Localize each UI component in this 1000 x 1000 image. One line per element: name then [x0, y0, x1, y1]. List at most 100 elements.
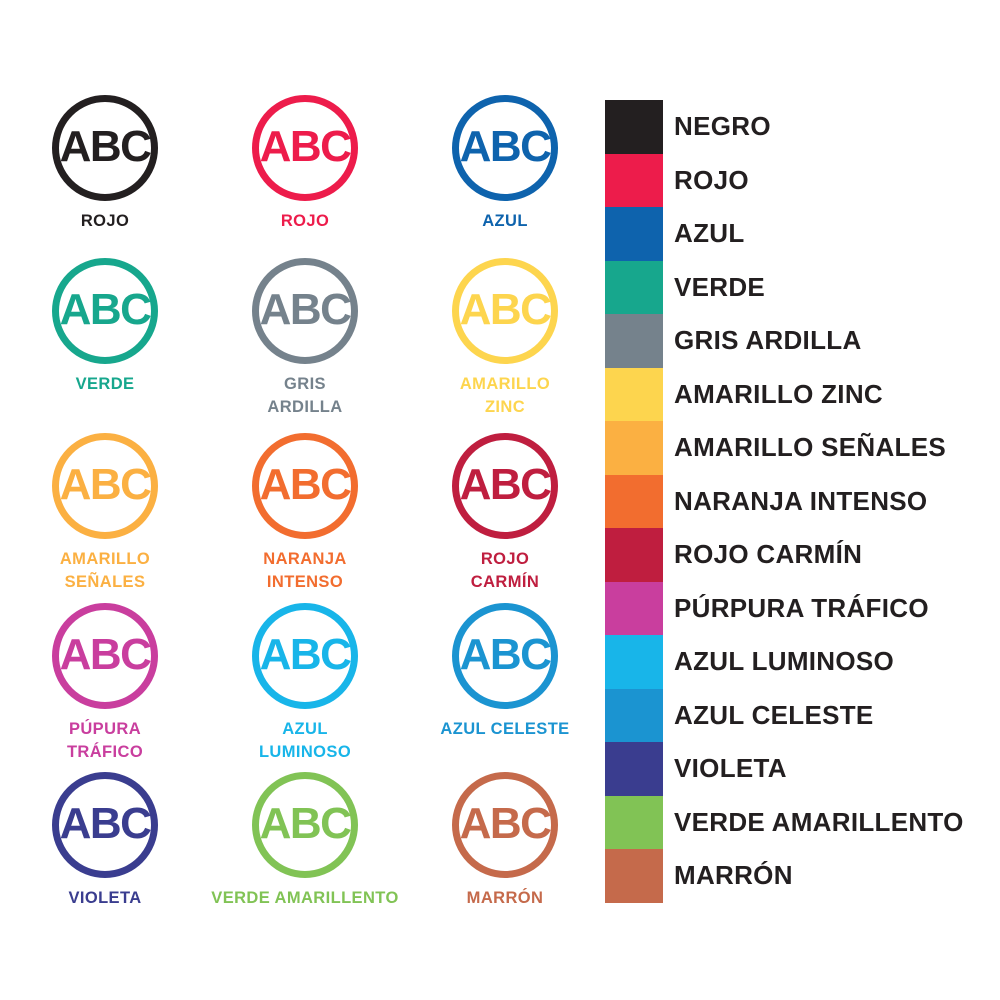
legend-label: VERDE AMARILLENTO — [674, 806, 964, 837]
color-sample-label: VIOLETA — [68, 889, 142, 907]
abc-circle-icon: ABC — [452, 95, 558, 201]
color-sample: ABC AMARILLO ZINC — [452, 258, 558, 419]
abc-text: ABC — [59, 799, 152, 848]
legend-label: NARANJA INTENSO — [674, 485, 928, 516]
color-samples-grid: ABC ROJO ABC ROJO ABC AZUL ABC — [5, 95, 605, 972]
abc-circle-icon: ABC — [252, 95, 358, 201]
legend-label: VIOLETA — [674, 753, 787, 784]
abc-circle-icon: ABC — [251, 772, 358, 878]
color-sample-label: VERDE AMARILLENTO — [211, 889, 399, 907]
color-swatch — [605, 260, 663, 314]
color-swatch — [605, 153, 663, 207]
color-sample-label: AMARILLO SEÑALES — [59, 550, 151, 592]
abc-text: ABC — [259, 460, 352, 509]
legend-entry: AZUL — [605, 207, 964, 261]
color-sample-label: AZUL CELESTE — [440, 720, 570, 738]
color-sample-label: AZUL LUMINOSO — [258, 720, 352, 762]
legend-entry: NARANJA INTENSO — [605, 474, 964, 528]
color-swatch — [605, 207, 663, 261]
abc-circle-icon: ABC — [451, 603, 558, 709]
abc-circle-icon: ABC — [52, 772, 158, 878]
legend-entry: VERDE — [605, 260, 964, 314]
color-sample-label: ROJO — [80, 212, 130, 230]
color-sample-label: ROJO CARMÍN — [470, 550, 540, 592]
color-swatch — [605, 528, 663, 582]
color-swatch — [605, 474, 663, 528]
color-swatch — [605, 742, 663, 796]
legend-entry: AZUL LUMINOSO — [605, 635, 964, 689]
legend-label: AMARILLO SEÑALES — [674, 432, 947, 463]
legend-entry: PÚRPURA TRÁFICO — [605, 581, 964, 635]
legend-label: PÚRPURA TRÁFICO — [674, 592, 929, 623]
color-sample: ABC ROJO — [52, 95, 158, 233]
color-legend: NEGRO ROJO AZUL VERDE GRIS ARDILLA — [605, 100, 964, 903]
legend-entry: AMARILLO SEÑALES — [605, 421, 964, 475]
abc-text: ABC — [59, 460, 152, 509]
color-sample: ABC MARRÓN — [452, 772, 558, 910]
legend-entry: AZUL CELESTE — [605, 688, 964, 742]
abc-text: ABC — [59, 285, 152, 334]
color-swatch — [605, 688, 663, 742]
abc-text: ABC — [459, 460, 552, 509]
color-sample: ABC ROJO CARMÍN — [452, 433, 558, 594]
color-sample: ABC ROJO — [252, 95, 358, 233]
abc-circle-icon: ABC — [452, 772, 558, 878]
color-sample: ABC NARANJA INTENSO — [252, 433, 358, 594]
color-sample: ABC VERDE — [52, 258, 158, 396]
color-sample-label: ROJO — [280, 212, 330, 230]
legend-entry: NEGRO — [605, 100, 964, 154]
abc-text: ABC — [459, 285, 552, 334]
legend-entry: MARRÓN — [605, 849, 964, 903]
legend-label: MARRÓN — [674, 860, 793, 891]
abc-text: ABC — [259, 285, 352, 334]
color-swatch — [605, 581, 663, 635]
legend-entry: GRIS ARDILLA — [605, 314, 964, 368]
legend-label: AZUL LUMINOSO — [674, 646, 895, 677]
legend-entry: VIOLETA — [605, 742, 964, 796]
color-sample: ABC AMARILLO SEÑALES — [52, 433, 158, 594]
abc-text: ABC — [259, 122, 352, 171]
legend-label: NEGRO — [674, 111, 771, 142]
abc-circle-icon: ABC — [52, 603, 158, 709]
abc-text: ABC — [59, 630, 152, 679]
legend-entry: AMARILLO ZINC — [605, 367, 964, 421]
color-swatch — [605, 849, 663, 903]
color-sample: ABC VIOLETA — [52, 772, 158, 910]
abc-text: ABC — [259, 630, 352, 679]
color-sample-label: PÚPURA TRÁFICO — [66, 720, 144, 762]
color-sample-label: VERDE — [75, 375, 135, 393]
color-swatch — [605, 314, 663, 368]
abc-circle-icon: ABC — [252, 433, 358, 539]
legend-label: ROJO — [674, 164, 749, 195]
color-sample-label: AZUL — [482, 212, 528, 230]
legend-label: AMARILLO ZINC — [674, 378, 883, 409]
color-sample: ABC GRIS ARDILLA — [252, 258, 358, 419]
abc-text: ABC — [259, 799, 352, 848]
legend-label: AZUL CELESTE — [674, 699, 874, 730]
abc-text: ABC — [59, 122, 152, 171]
color-sample-label: NARANJA INTENSO — [263, 550, 347, 592]
color-swatch — [605, 100, 663, 154]
legend-label: VERDE — [674, 271, 766, 302]
abc-text: ABC — [459, 799, 552, 848]
abc-circle-icon: ABC — [52, 433, 158, 539]
abc-circle-icon: ABC — [252, 603, 358, 709]
color-swatch — [605, 421, 663, 475]
legend-entry: ROJO CARMÍN — [605, 528, 964, 582]
abc-circle-icon: ABC — [452, 433, 558, 539]
color-sample: ABC VERDE AMARILLENTO — [211, 772, 398, 910]
color-swatch — [605, 635, 663, 689]
legend-label: GRIS ARDILLA — [674, 325, 862, 356]
abc-circle-icon: ABC — [52, 258, 158, 364]
color-sample: ABC AZUL LUMINOSO — [252, 603, 358, 764]
color-sample-label: MARRÓN — [466, 889, 544, 907]
abc-text: ABC — [459, 122, 552, 171]
color-sample-label: GRIS ARDILLA — [267, 375, 343, 417]
legend-entry: VERDE AMARILLENTO — [605, 795, 964, 849]
abc-circle-icon: ABC — [52, 95, 158, 201]
color-swatch — [605, 367, 663, 421]
legend-label: ROJO CARMÍN — [674, 539, 863, 570]
color-sample: ABC PÚPURA TRÁFICO — [52, 603, 158, 764]
color-sample-label: AMARILLO ZINC — [459, 375, 551, 417]
